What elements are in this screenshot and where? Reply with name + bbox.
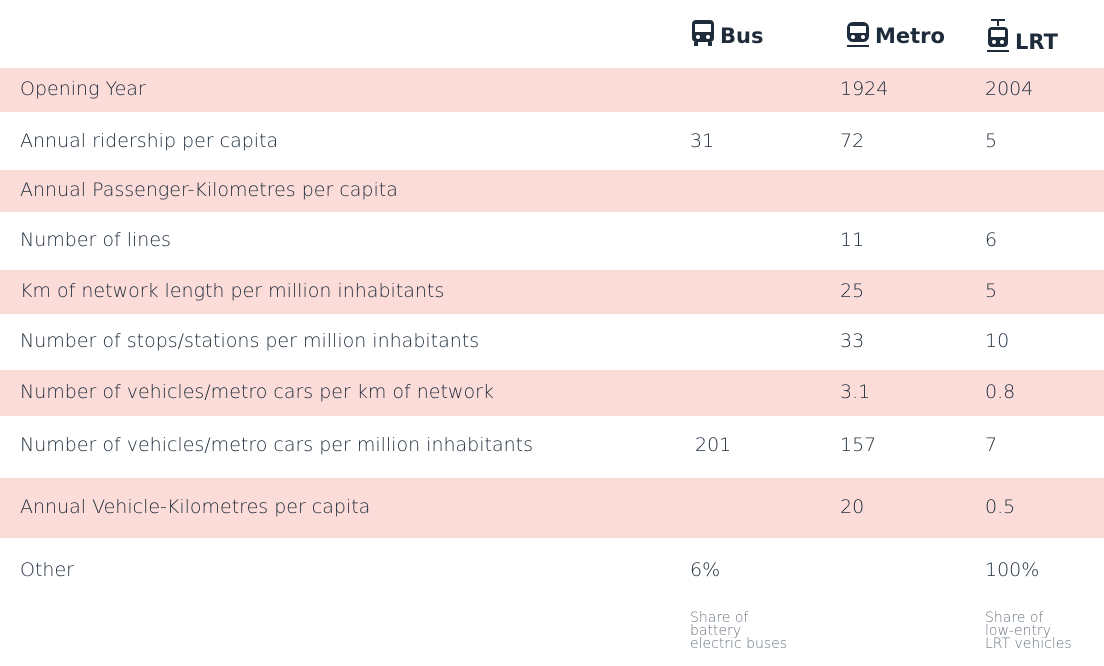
bus-header: Bus xyxy=(690,18,763,48)
table-row: Other 6% 100% xyxy=(0,540,1104,602)
table-row: Number of vehicles/metro cars per millio… xyxy=(0,418,1104,474)
cell: 11 xyxy=(840,229,865,251)
cell: 3.1 xyxy=(840,381,871,403)
row-label: Number of stops/stations per million inh… xyxy=(20,330,480,352)
cell: 201 xyxy=(695,434,732,456)
footnote-line: LRT vehicles xyxy=(985,636,1072,652)
cell: 5 xyxy=(985,280,998,302)
footnote-line: low-entry xyxy=(985,623,1051,639)
table-row: Annual Passenger-Kilometres per capita xyxy=(0,170,1104,212)
cell: 72 xyxy=(840,130,865,152)
table-row: Annual ridership per capita 31 72 5 xyxy=(0,116,1104,168)
row-label: Annual Vehicle-Kilometres per capita xyxy=(20,496,371,518)
cell: 100% xyxy=(985,559,1040,581)
cell: 0.8 xyxy=(985,381,1016,403)
table-row: Number of lines 11 6 xyxy=(0,214,1104,268)
cell: 0.5 xyxy=(985,496,1016,518)
column-header: LRT xyxy=(1015,30,1058,54)
row-label: Other xyxy=(20,559,74,581)
footnote-line: Share of xyxy=(690,610,749,626)
cell: 5 xyxy=(985,130,998,152)
cell: 7 xyxy=(985,434,998,456)
footnote: Share of low-entry LRT vehicles xyxy=(985,610,1072,652)
table-row: Number of vehicles/metro cars per km of … xyxy=(0,370,1104,416)
cell: 25 xyxy=(840,280,865,302)
row-label: Km of network length per million inhabit… xyxy=(20,280,445,302)
metro-icon xyxy=(847,22,869,47)
row-label: Annual ridership per capita xyxy=(20,130,279,152)
footnote-line: battery xyxy=(690,623,742,639)
cell: 33 xyxy=(840,330,865,352)
row-label: Number of vehicles/metro cars per millio… xyxy=(20,434,533,456)
footnote-line: electric buses xyxy=(690,636,788,652)
column-header: Bus xyxy=(720,24,764,48)
lrt-icon xyxy=(987,19,1009,52)
footnote: Share of battery electric buses xyxy=(690,610,788,652)
footnote-line: Share of xyxy=(985,610,1044,626)
cell: 10 xyxy=(985,330,1010,352)
cell: 157 xyxy=(840,434,877,456)
lrt-header: LRT xyxy=(985,18,1058,54)
cell: 20 xyxy=(840,496,865,518)
row-label: Opening Year xyxy=(20,78,146,100)
bus-icon xyxy=(692,20,714,46)
row-label: Number of vehicles/metro cars per km of … xyxy=(20,381,494,403)
cell: 6% xyxy=(690,559,721,581)
cell: 2004 xyxy=(985,78,1034,100)
column-header: Metro xyxy=(875,24,945,48)
row-label: Annual Passenger-Kilometres per capita xyxy=(20,179,398,201)
cell: 6 xyxy=(985,229,998,251)
cell: 31 xyxy=(690,130,715,152)
cell: 1924 xyxy=(840,78,889,100)
table-row: Number of stops/stations per million inh… xyxy=(0,316,1104,368)
table-row: Annual Vehicle-Kilometres per capita 20 0.… xyxy=(0,478,1104,538)
table-row: Opening Year 1924 2004 xyxy=(0,68,1104,112)
metro-header: Metro xyxy=(845,18,945,48)
row-label: Number of lines xyxy=(20,229,171,251)
table-row: Km of network length per million inhabit… xyxy=(0,270,1104,314)
